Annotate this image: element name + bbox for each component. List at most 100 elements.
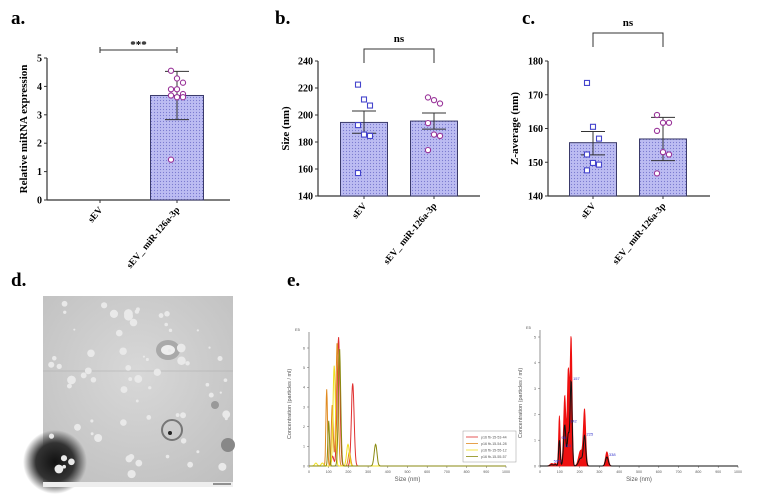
data-point <box>167 92 175 99</box>
vesicle <box>222 410 231 419</box>
legend-entry: p16 fb-15-54-28 <box>481 442 507 446</box>
y-unit-label: E5 <box>295 327 301 332</box>
y-tick-label: 240 <box>298 57 313 68</box>
y-tick-label: 200 <box>298 111 313 122</box>
vesicle <box>87 349 95 358</box>
vesicle <box>125 455 133 463</box>
data-point <box>595 135 603 142</box>
y-tick-label: 6 <box>303 346 305 350</box>
vesicle <box>164 311 170 317</box>
vesicle <box>56 363 62 370</box>
significance-bracket <box>363 48 435 63</box>
vesicle <box>123 309 133 318</box>
x-tick-label: 600 <box>424 470 430 474</box>
y-tick-label: 1 <box>534 439 536 443</box>
peak-label: 113 <box>564 443 571 448</box>
panel-label-e: e. <box>287 270 300 291</box>
y-tick-label: 140 <box>528 192 543 203</box>
vesicle <box>48 433 55 439</box>
vesicle <box>61 300 68 307</box>
vesicle <box>196 329 199 332</box>
x-category-label: sEV <box>351 201 370 220</box>
data-point <box>665 151 673 158</box>
x-tick-label: 900 <box>483 470 489 474</box>
y-tick-label: 1 <box>37 167 42 178</box>
peak-label: 225 <box>587 431 594 436</box>
data-point <box>436 132 444 140</box>
vesicle <box>119 347 127 355</box>
data-point <box>659 119 667 126</box>
vesicle <box>125 365 132 371</box>
y-tick-label: 5 <box>534 335 536 339</box>
vesicle <box>54 464 64 474</box>
vesicle <box>84 367 92 375</box>
y-tick-label: 0 <box>303 464 305 468</box>
y-axis-label: Relative miRNA expression <box>18 65 30 194</box>
peak-label: 75 <box>557 458 562 463</box>
x-tick-label: 500 <box>405 470 411 474</box>
vesicle <box>134 309 140 314</box>
vesicle <box>205 382 210 387</box>
panel-label-a: a. <box>11 8 25 29</box>
data-point <box>589 159 597 166</box>
x-tick-label: 600 <box>656 470 662 474</box>
x-tick-label: 300 <box>365 470 371 474</box>
data-point <box>589 123 597 130</box>
x-tick-label: 400 <box>385 470 391 474</box>
vesicle <box>145 357 149 362</box>
vesicle <box>74 423 81 431</box>
y-tick-label: 4 <box>303 386 305 390</box>
x-category-label: sEV_ miR-126a-3p <box>611 202 668 267</box>
y-tick-label: 4 <box>37 82 42 93</box>
vesicle <box>153 368 161 376</box>
vesicle <box>218 462 227 471</box>
data-point <box>173 75 181 82</box>
data-point <box>173 94 181 101</box>
x-category-label: sEV_ miR-126a-3p <box>125 206 182 271</box>
tem-micrograph <box>23 296 235 494</box>
vesicle <box>196 450 200 454</box>
x-tick-label: 0 <box>539 470 541 474</box>
y-tick-label: 0 <box>534 464 536 468</box>
x-tick-label: 1000 <box>502 470 510 474</box>
panel-label-c: c. <box>522 8 535 29</box>
peak-label: 59 <box>554 458 559 463</box>
vesicle <box>219 391 222 394</box>
vesicle <box>90 432 94 436</box>
vesicle <box>120 419 127 426</box>
vesicle <box>63 310 67 314</box>
x-category-label: sEV <box>580 201 599 220</box>
vesicle <box>135 399 139 403</box>
data-point <box>436 100 444 107</box>
data-point <box>424 119 432 127</box>
significance-bracket <box>99 47 178 53</box>
data-point <box>366 132 374 139</box>
y-tick-label: 4 <box>534 361 536 365</box>
vesicle <box>224 417 228 421</box>
x-tick-label: 800 <box>695 470 701 474</box>
vesicle <box>120 386 128 394</box>
vesicle <box>62 464 67 469</box>
vesicle <box>127 469 136 479</box>
bar-chart-b: 140 160 180 200 220 240 Size (nm) sEV sEV_ miR-1… <box>280 33 480 267</box>
vesicle <box>142 355 146 358</box>
data-point <box>430 97 438 104</box>
vesicle <box>164 322 168 327</box>
data-point <box>167 86 175 93</box>
peak-label: 98 <box>561 435 566 440</box>
significance-label: *** <box>130 39 147 51</box>
x-tick-label: 700 <box>676 470 682 474</box>
vesicle <box>180 412 186 419</box>
vesicle <box>68 458 75 466</box>
y-tick-label: 2 <box>37 139 42 150</box>
vesicle <box>175 413 180 417</box>
data-point <box>653 111 661 119</box>
vesicle <box>180 438 187 444</box>
nta-chart-e1: E5 0 100 200 300 400 500 600 700 800 900 1000 0 1 2 3 4 5… <box>287 327 517 483</box>
y-tick-label: 0 <box>37 196 42 207</box>
data-point <box>430 131 438 138</box>
vesicle <box>185 361 190 366</box>
vesicle <box>67 375 76 385</box>
vesicle <box>167 348 172 353</box>
